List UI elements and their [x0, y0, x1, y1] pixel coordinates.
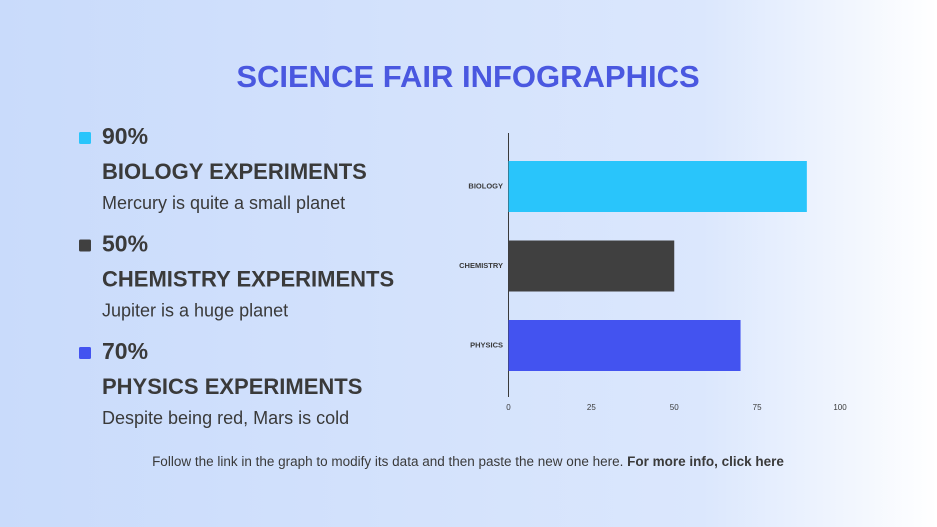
item-heading: CHEMISTRY EXPERIMENTS [102, 266, 394, 291]
x-tick-label: 25 [587, 403, 596, 412]
x-tick-label: 0 [506, 403, 511, 412]
bar [508, 161, 807, 212]
legend-swatch [79, 239, 91, 252]
x-tick-label: 75 [753, 403, 762, 412]
chart-title: SCIENCE FAIR INFOGRAPHICS [236, 59, 699, 94]
y-tick-label: BIOLOGY [468, 181, 503, 190]
item-heading: PHYSICS EXPERIMENTS [102, 374, 362, 399]
y-tick-label: CHEMISTRY [459, 261, 503, 270]
item-percent: 90% [102, 123, 148, 149]
item-description: Despite being red, Mars is cold [102, 408, 349, 428]
item-description: Jupiter is a huge planet [102, 300, 288, 320]
item-heading: BIOLOGY EXPERIMENTS [102, 159, 367, 184]
legend-swatch [79, 347, 91, 359]
footer-link[interactable]: For more info, click here [627, 454, 784, 469]
item-description: Mercury is quite a small planet [102, 193, 345, 213]
item-percent: 70% [102, 338, 148, 364]
legend-swatch [79, 132, 91, 144]
x-tick-label: 50 [670, 403, 679, 412]
footer: Follow the link in the graph to modify i… [152, 454, 784, 469]
y-tick-label: PHYSICS [470, 340, 503, 349]
bar [508, 320, 741, 371]
x-tick-label: 100 [833, 403, 847, 412]
item-percent: 50% [102, 231, 148, 257]
footer-text: Follow the link in the graph to modify i… [152, 454, 623, 469]
bar [508, 240, 675, 292]
